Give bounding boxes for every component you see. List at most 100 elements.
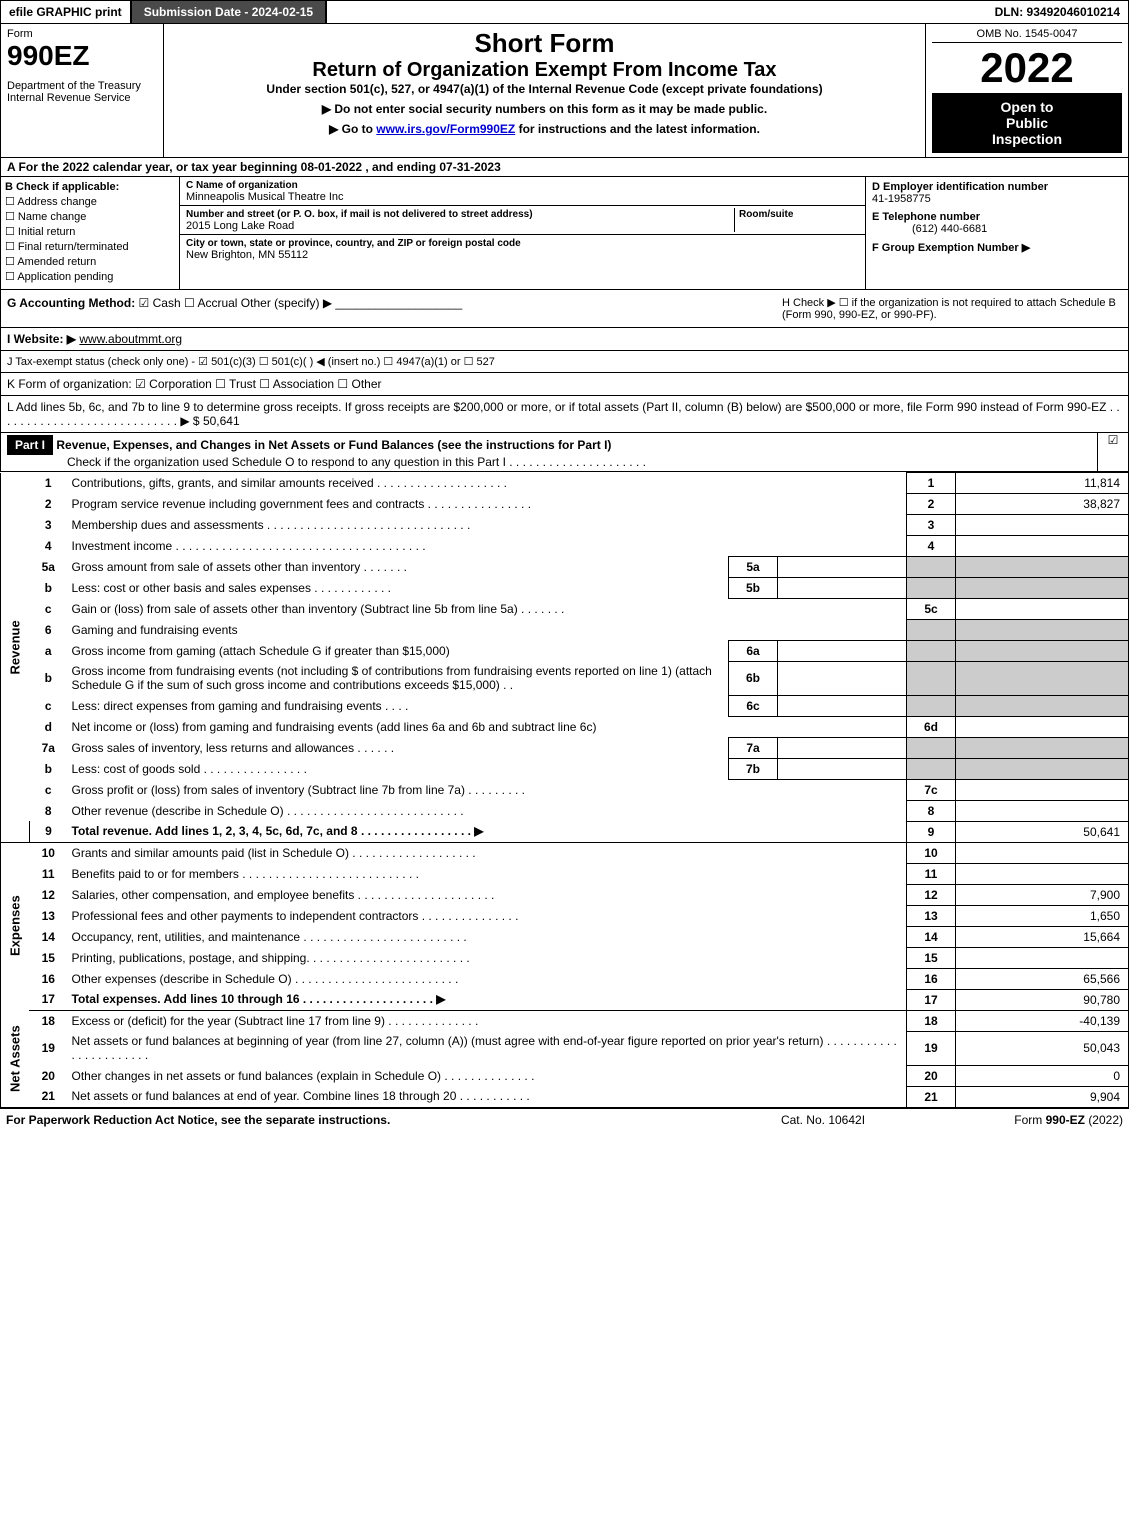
l5b-d: Less: cost or other basis and sales expe… [68, 578, 729, 599]
d-ein-lbl: D Employer identification number [872, 181, 1048, 193]
bullet2: ▶ Go to www.irs.gov/Form990EZ for instru… [170, 122, 919, 136]
d-tel-val: (612) 440-6681 [872, 223, 987, 235]
part1-header-row: Part I Revenue, Expenses, and Changes in… [0, 433, 1129, 472]
chk-final[interactable]: Final return/terminated [5, 240, 175, 253]
c-name: Minneapolis Musical Theatre Inc [186, 191, 344, 203]
i-val[interactable]: www.aboutmmt.org [79, 332, 182, 346]
l21-num: 21 [907, 1086, 956, 1107]
row-gh: G Accounting Method: Cash Accrual Other … [0, 290, 1129, 328]
l20-n: 20 [29, 1065, 68, 1086]
l17-val: 90,780 [956, 989, 1129, 1010]
c-city-cell: City or town, state or province, country… [180, 235, 865, 263]
l6a-sub: 6a [729, 640, 778, 661]
netassets-label: Net Assets [1, 1010, 30, 1107]
l6d-val [956, 716, 1129, 737]
d-ein: D Employer identification number 41-1958… [872, 181, 1122, 205]
efile-label[interactable]: efile GRAPHIC print [1, 1, 132, 23]
c-name-lbl: C Name of organization [186, 180, 298, 191]
l18-num: 18 [907, 1010, 956, 1031]
l6b-sub: 6b [729, 661, 778, 695]
header-right: OMB No. 1545-0047 2022 Open to Public In… [926, 24, 1128, 157]
l21-n: 21 [29, 1086, 68, 1107]
c-name-cell: C Name of organization Minneapolis Music… [180, 177, 865, 206]
g-accounting: G Accounting Method: Cash Accrual Other … [7, 296, 782, 321]
l18-val: -40,139 [956, 1010, 1129, 1031]
title-under: Under section 501(c), 527, or 4947(a)(1)… [170, 82, 919, 96]
l6a-greyval [956, 640, 1129, 661]
l4-val [956, 536, 1129, 557]
l14-n: 14 [29, 926, 68, 947]
l5b-greyval [956, 578, 1129, 599]
l8-num: 8 [907, 800, 956, 821]
l5c-n: c [29, 599, 68, 620]
l21-d: Net assets or fund balances at end of ye… [68, 1086, 907, 1107]
l5a-subval [778, 557, 907, 578]
l2-val: 38,827 [956, 494, 1129, 515]
l6-n: 6 [29, 620, 68, 641]
chk-pending[interactable]: Application pending [5, 270, 175, 283]
part1-check: Check if the organization used Schedule … [7, 455, 646, 469]
info-grid: B Check if applicable: Address change Na… [0, 177, 1129, 290]
title-short: Short Form [170, 28, 919, 59]
l7a-grey [907, 737, 956, 758]
l16-n: 16 [29, 968, 68, 989]
row-i: I Website: ▶ www.aboutmmt.org [0, 328, 1129, 351]
l14-val: 15,664 [956, 926, 1129, 947]
l7b-d: Less: cost of goods sold . . . . . . . .… [68, 758, 729, 779]
chk-name[interactable]: Name change [5, 210, 175, 223]
l2-n: 2 [29, 494, 68, 515]
l12-val: 7,900 [956, 884, 1129, 905]
row-j: J Tax-exempt status (check only one) - ☑… [0, 351, 1129, 373]
d-group-lbl: F Group Exemption Number ▶ [872, 242, 1030, 254]
row-k: K Form of organization: ☑ Corporation ☐ … [0, 373, 1129, 396]
l16-val: 65,566 [956, 968, 1129, 989]
footer-right-pre: Form [1014, 1113, 1045, 1127]
l11-num: 11 [907, 863, 956, 884]
l7a-greyval [956, 737, 1129, 758]
l3-num: 3 [907, 515, 956, 536]
l20-d: Other changes in net assets or fund bala… [68, 1065, 907, 1086]
part1-label: Part I [7, 435, 53, 455]
l5b-subval [778, 578, 907, 599]
l7a-d: Gross sales of inventory, less returns a… [68, 737, 729, 758]
i-lbl: I Website: ▶ [7, 332, 76, 346]
l4-num: 4 [907, 536, 956, 557]
l17-num: 17 [907, 989, 956, 1010]
chk-address[interactable]: Address change [5, 195, 175, 208]
l19-n: 19 [29, 1031, 68, 1065]
l11-n: 11 [29, 863, 68, 884]
l7c-n: c [29, 779, 68, 800]
l4-n: 4 [29, 536, 68, 557]
l1-num: 1 [907, 473, 956, 494]
revenue-label: Revenue [1, 473, 30, 822]
footer-right-bold: 990-EZ [1046, 1113, 1085, 1127]
open3: Inspection [936, 131, 1118, 147]
d-group: F Group Exemption Number ▶ [872, 241, 1122, 254]
omb: OMB No. 1545-0047 [932, 28, 1122, 43]
g-accrual[interactable]: Accrual [184, 296, 237, 310]
l10-num: 10 [907, 842, 956, 863]
bullet2-post: for instructions and the latest informat… [519, 122, 760, 136]
expenses-label: Expenses [1, 842, 30, 1010]
chk-amended[interactable]: Amended return [5, 255, 175, 268]
l4-d: Investment income . . . . . . . . . . . … [68, 536, 907, 557]
l9-d: Total revenue. Add lines 1, 2, 3, 4, 5c,… [68, 821, 907, 842]
title-return: Return of Organization Exempt From Incom… [170, 59, 919, 82]
l14-num: 14 [907, 926, 956, 947]
open-public: Open to Public Inspection [932, 93, 1122, 153]
submission-date: Submission Date - 2024-02-15 [132, 1, 327, 23]
l6d-d: Net income or (loss) from gaming and fun… [68, 716, 907, 737]
l1-val: 11,814 [956, 473, 1129, 494]
l7b-sub: 7b [729, 758, 778, 779]
l15-val [956, 947, 1129, 968]
g-cash[interactable]: Cash [139, 296, 181, 310]
l6d-n: d [29, 716, 68, 737]
part1-checkbox[interactable]: ☑ [1097, 433, 1128, 471]
c-room-lbl: Room/suite [739, 209, 793, 220]
l10-n: 10 [29, 842, 68, 863]
l8-val [956, 800, 1129, 821]
irs: Internal Revenue Service [7, 92, 157, 104]
chk-initial[interactable]: Initial return [5, 225, 175, 238]
l6-greyval [956, 620, 1129, 641]
irs-link[interactable]: www.irs.gov/Form990EZ [376, 122, 515, 136]
